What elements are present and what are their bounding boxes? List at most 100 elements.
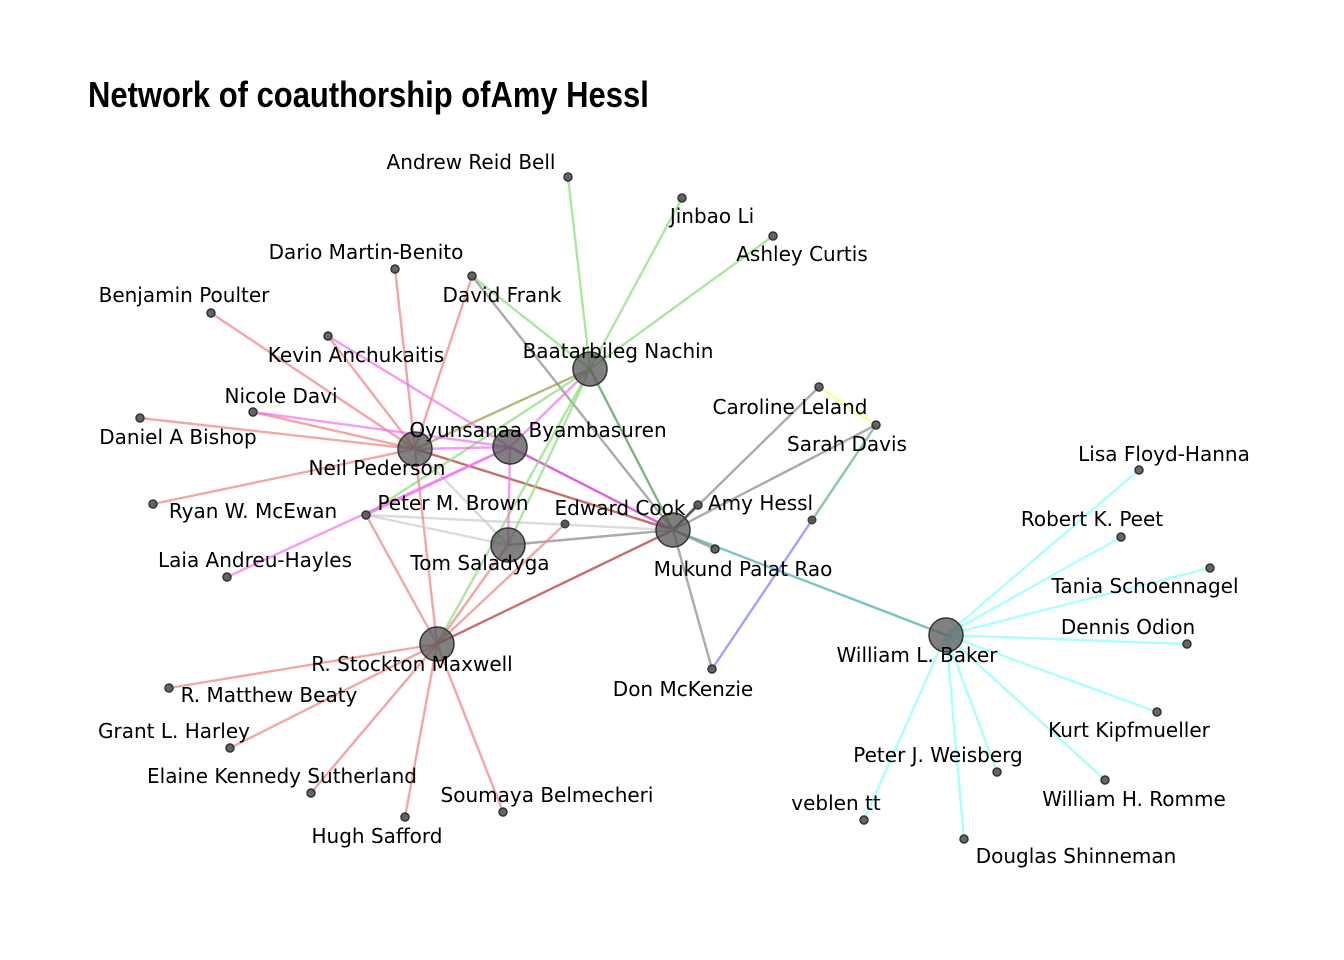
node-mukund: [710, 544, 720, 554]
edge-baatar-andrew: [566, 176, 592, 370]
node-label-edward: Edward Cook: [555, 496, 686, 520]
node-label-rmb: R. Matthew Beaty: [181, 683, 358, 707]
edge-neil-rsm: [413, 448, 439, 645]
edge-edward-neil: [414, 447, 674, 532]
node-ashley: [768, 231, 778, 241]
node-dennis: [1182, 639, 1192, 649]
node-amy: [693, 500, 703, 510]
node-label-tom: Tom Saladyga: [409, 551, 549, 575]
edge-wlb-dennis: [945, 633, 1188, 646]
node-label-grant: Grant L. Harley: [98, 719, 250, 743]
node-peterb: [361, 510, 371, 520]
edge-edward-tom: [507, 528, 674, 547]
edge-sarah-ashleygreen: [811, 424, 877, 521]
node-don: [707, 664, 717, 674]
node-jinbao: [677, 193, 687, 203]
node-grant: [225, 743, 235, 753]
edge-rsm-edwardnode: [436, 523, 566, 645]
node-david: [467, 271, 477, 281]
node-label-andrew: Andrew Reid Bell: [387, 150, 556, 174]
node-label-mukund: Mukund Palat Rao: [654, 557, 833, 581]
node-wlb: [928, 617, 964, 653]
node-label-daniel: Daniel A Bishop: [99, 425, 256, 449]
node-elaine: [306, 788, 316, 798]
node-peterw: [992, 767, 1002, 777]
node-label-caroline: Caroline Leland: [713, 395, 868, 419]
node-hugh: [400, 812, 410, 822]
node-andrew: [563, 172, 573, 182]
node-label-oyun: Oyunsanaa Byambasuren: [409, 418, 666, 442]
node-daniel: [135, 413, 145, 423]
node-label-baatar: Baatarbileg Nachin: [523, 339, 714, 363]
edge-baatar-tom: [506, 368, 592, 546]
node-laia: [222, 572, 232, 582]
edge-wlb-veblen: [862, 634, 948, 821]
node-label-rsm: R. Stockton Maxwell: [311, 652, 512, 676]
edge-sarah-caroline: [818, 386, 877, 426]
edge-baatar-rsm: [435, 368, 592, 645]
edge-rsm-peterb: [364, 514, 439, 645]
edge-baatar-david: [471, 275, 591, 370]
edge-rsm-grant: [229, 642, 438, 750]
anchor-node: [807, 515, 817, 525]
node-label-nicole: Nicole Davi: [224, 384, 337, 408]
node-label-lisa: Lisa Floyd-Hanna: [1078, 442, 1250, 466]
edge-neil-kevin: [327, 335, 416, 450]
node-lisa: [1134, 465, 1144, 475]
edge-baatar-jinbao: [588, 197, 684, 370]
edge-edward-david: [471, 275, 674, 531]
node-veblen: [859, 815, 869, 825]
edge-wlb-peterw: [944, 634, 999, 773]
node-label-jinbao: Jinbao Li: [668, 204, 754, 228]
node-baatar: [572, 351, 608, 387]
node-label-elaine: Elaine Kennedy Sutherland: [147, 764, 417, 788]
node-label-laia: Laia Andreu-Hayles: [158, 548, 352, 572]
node-soumaya: [498, 807, 508, 817]
node-label-soumaya: Soumaya Belmecheri: [441, 783, 654, 807]
edge-wlb-william: [945, 634, 1106, 781]
node-label-peterw: Peter J. Weisberg: [853, 743, 1022, 767]
node-edward: [655, 512, 691, 548]
edge-neil-daniel: [139, 416, 416, 451]
node-oyun: [492, 429, 528, 465]
edge-baatar-neil: [414, 367, 591, 451]
node-caroline: [814, 382, 824, 392]
edge-neil-dario: [393, 268, 417, 450]
node-label-dario: Dario Martin-Benito: [269, 240, 464, 264]
anchor-node: [560, 519, 570, 529]
edge-wlb-robert: [945, 535, 1122, 637]
node-dario: [390, 264, 400, 274]
node-label-hugh: Hugh Safford: [312, 824, 443, 848]
node-benjamin: [206, 308, 216, 318]
node-label-tania: Tania Schoennagel: [1050, 574, 1238, 598]
edge-baatar-oyun: [509, 368, 591, 448]
node-rmb: [164, 683, 174, 693]
edge-neil-tom: [414, 448, 509, 546]
edge-rsm-elaine: [310, 643, 438, 794]
node-label-veblen: veblen tt: [791, 791, 881, 815]
node-label-benjamin: Benjamin Poulter: [99, 283, 271, 307]
edge-oyun-nicole: [252, 410, 511, 449]
node-layer: [135, 172, 1215, 844]
node-label-sarah: Sarah Davis: [787, 432, 907, 456]
edge-rsm-rmb: [168, 642, 438, 690]
label-layer: Amy Hessl Baatarbileg Nachin Oyunsanaa Bya…: [98, 150, 1250, 868]
edge-edward-oyun: [509, 445, 674, 532]
node-label-william: William H. Romme: [1042, 787, 1226, 811]
node-label-dennis: Dennis Odion: [1061, 615, 1195, 639]
edge-edward-sarah: [672, 423, 877, 532]
node-label-kevin: Kevin Anchukaitis: [268, 343, 444, 367]
node-sarah: [871, 420, 881, 430]
edge-neil-benjamin: [210, 312, 416, 450]
edge-wlb-tania: [945, 566, 1211, 637]
node-ryan: [148, 499, 158, 509]
edge-rsm-hugh: [403, 643, 439, 818]
node-douglas: [959, 834, 969, 844]
node-label-ryan: Ryan W. McEwan: [169, 499, 337, 523]
edge-baatar-ashley: [589, 235, 774, 370]
chart-title: Network of coauthorship ofAmy Hessl: [88, 74, 649, 115]
node-tom: [490, 527, 526, 563]
node-label-douglas: Douglas Shinneman: [976, 844, 1177, 868]
node-label-robert: Robert K. Peet: [1021, 507, 1163, 531]
